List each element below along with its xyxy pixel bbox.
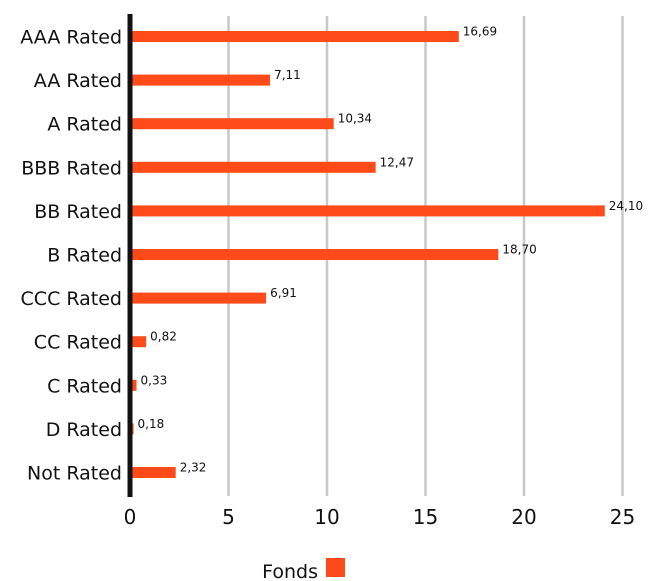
value-label: 10,34 (338, 112, 372, 126)
bar (130, 249, 499, 260)
legend-label: Fonds (262, 561, 318, 581)
value-label: 18,70 (502, 243, 536, 257)
value-label: 0,82 (150, 330, 177, 344)
legend-swatch (326, 558, 345, 577)
x-tick-label: 15 (413, 505, 438, 529)
x-axis-tick-labels: 0 5 10 15 20 25 (124, 505, 636, 529)
category-label: D Rated (46, 419, 122, 441)
value-label: 2,32 (180, 461, 207, 475)
category-label: CC Rated (34, 332, 122, 354)
bar (130, 31, 459, 42)
x-tick-label: 20 (511, 505, 536, 529)
x-tick-label: 10 (314, 505, 339, 529)
bar (130, 161, 376, 173)
value-label: 0,18 (138, 417, 165, 431)
category-label: A Rated (47, 114, 122, 136)
bar (130, 336, 147, 348)
category-label: C Rated (47, 375, 122, 397)
bar (130, 205, 605, 217)
category-label: BB Rated (34, 201, 122, 223)
value-label: 6,91 (270, 286, 297, 300)
value-label: 7,11 (274, 68, 301, 82)
bar (130, 467, 176, 478)
category-label: CCC Rated (21, 288, 122, 310)
category-label: AAA Rated (20, 27, 122, 49)
value-label: 12,47 (380, 155, 414, 169)
value-label: 24,10 (609, 199, 643, 213)
bar (130, 74, 271, 86)
x-tick-label: 5 (222, 505, 235, 529)
value-label: 0,33 (141, 373, 168, 387)
category-label: B Rated (47, 245, 122, 267)
bars (130, 31, 605, 478)
x-tick-label: 25 (610, 505, 635, 529)
bar (130, 379, 137, 391)
category-label: Not Rated (27, 463, 122, 485)
category-label: BBB Rated (21, 157, 122, 179)
value-labels: 16,69 7,11 10,34 12,47 24,10 18,70 6,91 0,82 0,3… (138, 25, 644, 475)
bar (130, 292, 267, 304)
bar (130, 118, 334, 130)
legend: Fonds (262, 558, 345, 581)
x-tick-label: 0 (124, 505, 137, 529)
category-label: AA Rated (34, 70, 122, 92)
category-labels: AAA Rated AA Rated A Rated BBB Rated BB Rate… (20, 27, 122, 485)
value-label: 16,69 (463, 25, 497, 39)
